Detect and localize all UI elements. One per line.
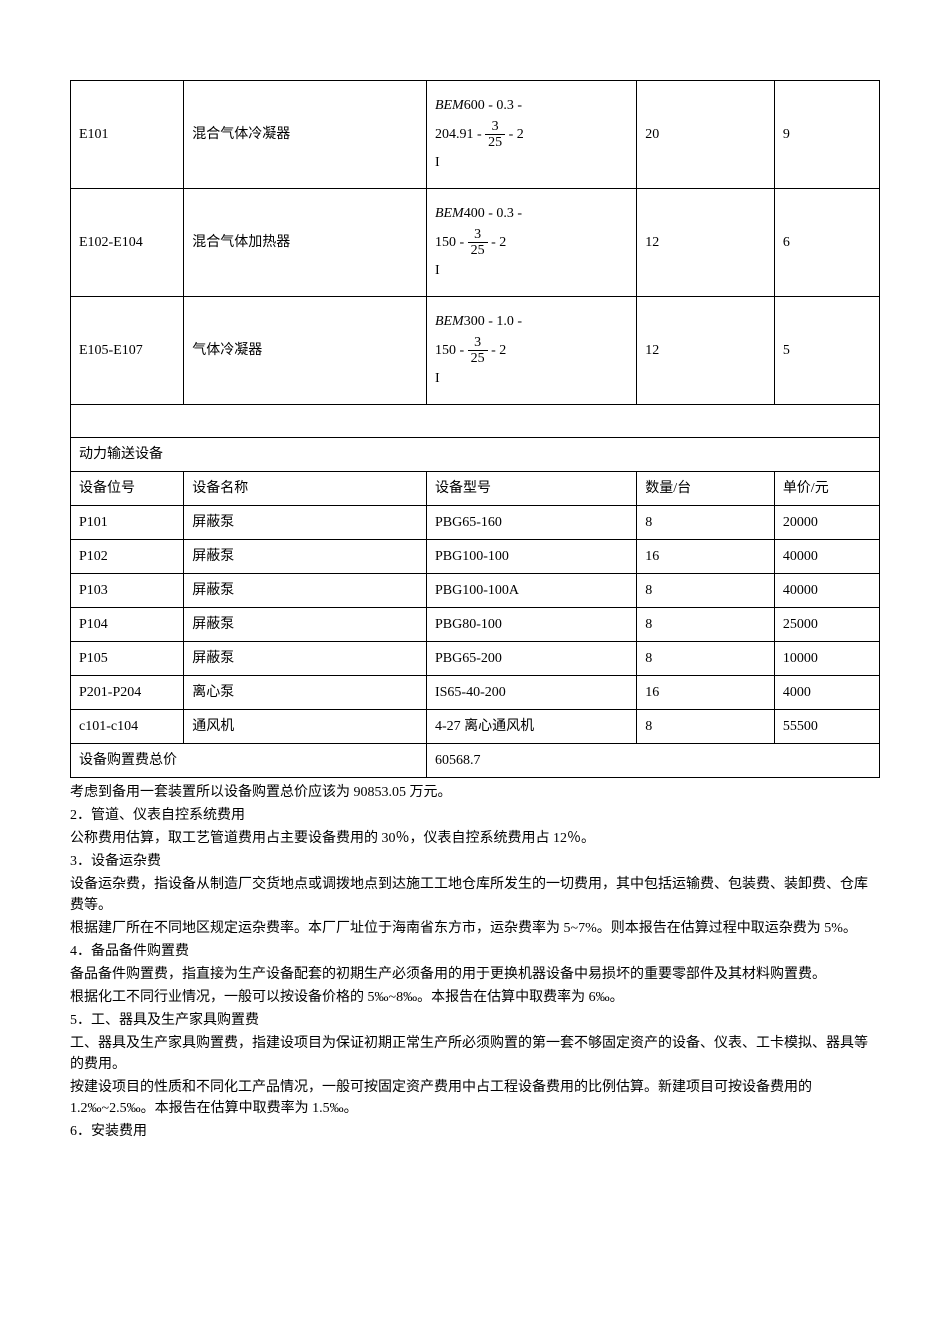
table-row: E101 混合气体冷凝器 BEM600 - 0.3 - 204.91 - 325… xyxy=(71,81,880,189)
total-value: 60568.7 xyxy=(426,744,879,778)
paragraph: 2．管道、仪表自控系统费用 xyxy=(70,805,880,826)
col-header: 设备位号 xyxy=(71,472,184,506)
equip-name: 气体冷凝器 xyxy=(184,297,427,405)
col-header: 单价/元 xyxy=(774,472,879,506)
paragraph: 按建设项目的性质和不同化工产品情况，一般可按固定资产费用中占工程设备费用的比例估… xyxy=(70,1077,880,1119)
paragraph: 备品备件购置费，指直接为生产设备配套的初期生产必须备用的用于更换机器设备中易损坏… xyxy=(70,964,880,985)
equip-id: E101 xyxy=(71,81,184,189)
paragraph: 3．设备运杂费 xyxy=(70,851,880,872)
table-row: P102 屏蔽泵 PBG100-100 16 40000 xyxy=(71,540,880,574)
total-label: 设备购置费总价 xyxy=(71,744,427,778)
equip-qty: 12 xyxy=(637,189,775,297)
table-row: c101-c104 通风机 4-27 离心通风机 8 55500 xyxy=(71,710,880,744)
paragraph: 6．安装费用 xyxy=(70,1121,880,1142)
equip-id: E102-E104 xyxy=(71,189,184,297)
equip-spec: BEM300 - 1.0 - 150 - 325 - 2 I xyxy=(426,297,636,405)
paragraph: 考虑到备用一套装置所以设备购置总价应该为 90853.05 万元。 xyxy=(70,782,880,803)
spacer-row xyxy=(71,405,880,438)
col-header: 数量/台 xyxy=(637,472,775,506)
table-row: P105 屏蔽泵 PBG65-200 8 10000 xyxy=(71,642,880,676)
equip-qty: 20 xyxy=(637,81,775,189)
equip-name: 混合气体加热器 xyxy=(184,189,427,297)
table-row: P104 屏蔽泵 PBG80-100 8 25000 xyxy=(71,608,880,642)
section-title-row: 动力输送设备 xyxy=(71,438,880,472)
paragraph: 公称费用估算，取工艺管道费用占主要设备费用的 30％，仪表自控系统费用占 12％… xyxy=(70,828,880,849)
table-row: E105-E107 气体冷凝器 BEM300 - 1.0 - 150 - 325… xyxy=(71,297,880,405)
equip-spec: BEM600 - 0.3 - 204.91 - 325 - 2 I xyxy=(426,81,636,189)
paragraph: 根据化工不同行业情况，一般可以按设备价格的 5‰~8‰。本报告在估算中取费率为 … xyxy=(70,987,880,1008)
equipment-spec-table: E101 混合气体冷凝器 BEM600 - 0.3 - 204.91 - 325… xyxy=(70,80,880,778)
table-row: P103 屏蔽泵 PBG100-100A 8 40000 xyxy=(71,574,880,608)
table-row: P201-P204 离心泵 IS65-40-200 16 4000 xyxy=(71,676,880,710)
paragraph: 根据建厂所在不同地区规定运杂费率。本厂厂址位于海南省东方市，运杂费率为 5~7%… xyxy=(70,918,880,939)
table-row: E102-E104 混合气体加热器 BEM400 - 0.3 - 150 - 3… xyxy=(71,189,880,297)
table-row: P101 屏蔽泵 PBG65-160 8 20000 xyxy=(71,506,880,540)
paragraph: 设备运杂费，指设备从制造厂交货地点或调拨地点到达施工工地仓库所发生的一切费用，其… xyxy=(70,874,880,916)
equip-price: 9 xyxy=(774,81,879,189)
col-header: 设备名称 xyxy=(184,472,427,506)
equip-name: 混合气体冷凝器 xyxy=(184,81,427,189)
col-header: 设备型号 xyxy=(426,472,636,506)
equip-id: E105-E107 xyxy=(71,297,184,405)
header-row: 设备位号 设备名称 设备型号 数量/台 单价/元 xyxy=(71,472,880,506)
section-title: 动力输送设备 xyxy=(71,438,880,472)
equip-qty: 12 xyxy=(637,297,775,405)
equip-price: 5 xyxy=(774,297,879,405)
total-row: 设备购置费总价 60568.7 xyxy=(71,744,880,778)
paragraph: 5．工、器具及生产家具购置费 xyxy=(70,1010,880,1031)
paragraph: 工、器具及生产家具购置费，指建设项目为保证初期正常生产所必须购置的第一套不够固定… xyxy=(70,1033,880,1075)
paragraph: 4．备品备件购置费 xyxy=(70,941,880,962)
equip-spec: BEM400 - 0.3 - 150 - 325 - 2 I xyxy=(426,189,636,297)
equip-price: 6 xyxy=(774,189,879,297)
